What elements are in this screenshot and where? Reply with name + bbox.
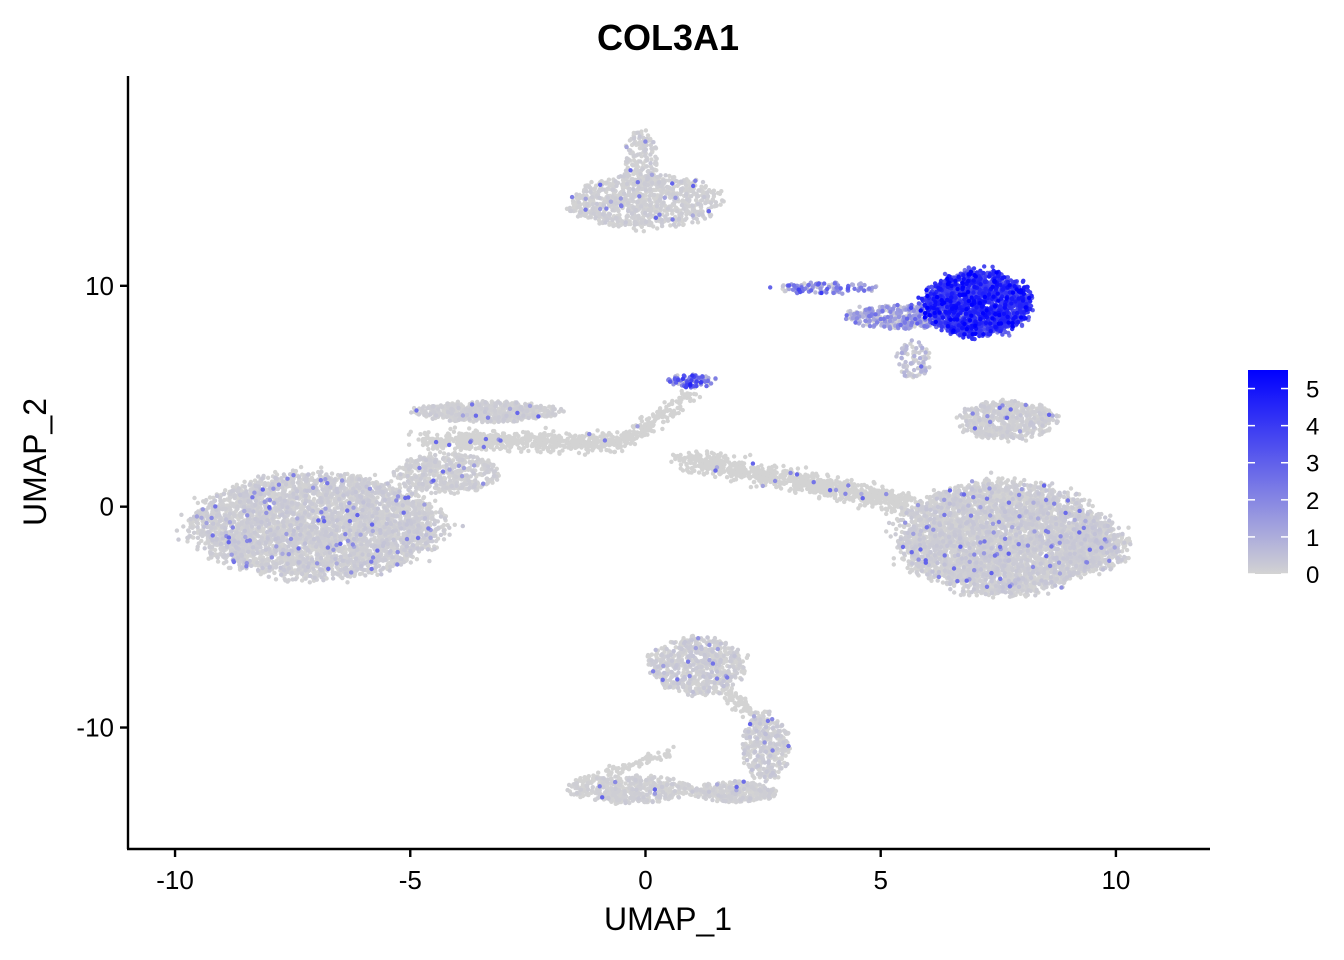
data-point xyxy=(910,344,915,350)
data-point xyxy=(670,211,675,216)
data-point xyxy=(437,449,443,455)
data-point xyxy=(912,324,917,329)
data-point xyxy=(954,415,959,420)
data-point xyxy=(649,652,654,657)
data-point xyxy=(715,798,720,804)
data-point xyxy=(645,133,651,138)
data-point xyxy=(1006,439,1011,444)
data-point xyxy=(653,652,659,658)
data-point xyxy=(433,498,438,503)
data-point xyxy=(452,446,458,451)
data-point xyxy=(891,562,896,567)
data-point xyxy=(191,535,196,540)
data-point xyxy=(375,572,380,577)
data-point xyxy=(455,490,460,495)
data-point xyxy=(641,229,646,234)
data-point xyxy=(667,173,672,179)
data-point xyxy=(596,218,602,223)
data-point xyxy=(195,500,201,506)
data-point xyxy=(273,469,278,475)
data-point xyxy=(433,510,439,515)
data-point xyxy=(1000,476,1005,481)
data-point xyxy=(215,559,221,564)
data-point xyxy=(310,471,316,476)
data-point xyxy=(1068,486,1074,491)
data-point xyxy=(719,189,724,194)
data-point xyxy=(414,557,420,562)
data-point xyxy=(299,578,305,583)
data-point xyxy=(1126,525,1131,530)
data-point xyxy=(258,572,263,577)
data-point xyxy=(441,451,447,456)
data-point xyxy=(655,226,660,231)
data-point xyxy=(643,128,649,133)
data-point xyxy=(668,223,673,228)
data-point xyxy=(680,222,686,228)
data-point xyxy=(372,472,378,478)
data-point xyxy=(389,479,394,484)
data-point xyxy=(699,184,704,189)
data-point xyxy=(298,464,304,470)
data-point xyxy=(242,479,247,484)
data-point xyxy=(397,482,402,487)
data-point xyxy=(272,570,277,576)
data-point xyxy=(212,547,218,553)
data-point xyxy=(649,157,654,162)
chart-title: COL3A1 xyxy=(597,17,739,58)
data-point xyxy=(452,522,457,527)
data-point xyxy=(319,465,324,470)
data-point xyxy=(718,202,723,207)
data-point xyxy=(207,495,213,500)
data-point xyxy=(1090,503,1095,509)
data-point xyxy=(395,509,400,515)
data-point xyxy=(490,480,495,485)
data-point xyxy=(319,483,324,488)
data-point xyxy=(589,179,594,185)
scatter-points xyxy=(174,128,1133,806)
data-point xyxy=(639,129,644,134)
data-point xyxy=(606,177,612,182)
data-point xyxy=(551,429,556,434)
data-point xyxy=(894,526,899,532)
